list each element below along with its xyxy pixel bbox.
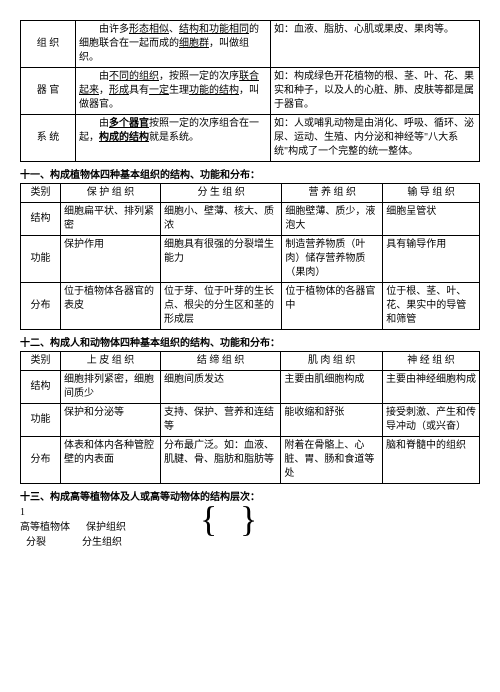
plant-tissue-table: 类别保 护 组 织分 生 组 织营 养 组 织输 导 组 织 结构细胞扁平状、排… bbox=[20, 183, 480, 330]
definitions-table: 组 织由许多形态相似、结构和功能相同的细胞联合在一起而成的细胞群，叫做组织。如：… bbox=[20, 20, 480, 162]
brace-icon: } bbox=[240, 501, 257, 537]
hierarchy-diagram: 1 高等植物体 保护组织 分裂 分生组织 { } bbox=[20, 507, 480, 548]
table-cell: 主要由肌细胞构成 bbox=[281, 371, 383, 404]
column-header: 神 经 组 织 bbox=[382, 352, 479, 371]
term-definition: 由多个器官按照一定的次序组合在一起，构成的结构就是系统。 bbox=[76, 115, 271, 162]
table-cell: 细胞排列紧密，细胞间质少 bbox=[61, 371, 161, 404]
table-cell: 细胞小、壁薄、核大、质浓 bbox=[161, 203, 282, 236]
table-cell: 位于植物体的各器官中 bbox=[282, 283, 383, 330]
table-cell: 具有输导作用 bbox=[383, 236, 480, 283]
hier-level2b: 分生组织 bbox=[82, 533, 132, 548]
term-example: 如：血液、脂肪、心肌或果皮、果肉等。 bbox=[271, 21, 480, 68]
term-example: 如：人或哺乳动物是由消化、呼吸、循环、泌尿、运动、生殖、内分泌和神经等"八大系统… bbox=[271, 115, 480, 162]
term-label: 系 统 bbox=[21, 115, 76, 162]
heading-12: 十二、构成人和动物体四种基本组织的结构、功能和分布： bbox=[20, 334, 480, 349]
table-cell: 接受刺激、产生和传导冲动（或兴奋） bbox=[382, 404, 479, 437]
table-cell: 支持、保护、营养和连结等 bbox=[161, 404, 281, 437]
table-cell: 主要由神经细胞构成 bbox=[382, 371, 479, 404]
heading-11: 十一、构成植物体四种基本组织的结构、功能和分布： bbox=[20, 166, 480, 181]
hier-level3a: 分裂 bbox=[26, 533, 76, 548]
table-cell: 位于根、茎、叶、花、果实中的导管和筛管 bbox=[383, 283, 480, 330]
brace-icon: { bbox=[200, 501, 217, 537]
table-cell: 能收缩和舒张 bbox=[281, 404, 383, 437]
table-cell: 保护和分泌等 bbox=[61, 404, 161, 437]
hier-num: 1 bbox=[20, 507, 25, 518]
table-cell: 细胞间质发达 bbox=[161, 371, 281, 404]
term-definition: 由不同的组织，按照一定的次序联合起来，形成具有一定生理功能的结构，叫做器官。 bbox=[76, 68, 271, 115]
hier-level2a: 保护组织 bbox=[86, 518, 136, 533]
table-cell: 制造营养物质（叶肉）储存营养物质（果肉） bbox=[282, 236, 383, 283]
row-header: 分布 bbox=[21, 283, 61, 330]
table-cell: 体表和体内各种管腔壁的内表面 bbox=[61, 437, 161, 484]
table-cell: 细胞壁薄、质少，液泡大 bbox=[282, 203, 383, 236]
table-cell: 细胞具有很强的分裂增生能力 bbox=[161, 236, 282, 283]
column-header: 肌 肉 组 织 bbox=[281, 352, 383, 371]
table-cell: 位于芽、位于叶芽的生长点、根尖的分生区和茎的形成层 bbox=[161, 283, 282, 330]
table-cell: 分布最广泛。如：血液、肌腱、骨、脂肪和脂肪等 bbox=[161, 437, 281, 484]
term-example: 如：构成绿色开花植物的根、茎、叶、花、果实和种子，以及人的心脏、肺、皮肤等都是属… bbox=[271, 68, 480, 115]
row-header: 结构 bbox=[21, 203, 61, 236]
column-header: 上 皮 组 织 bbox=[61, 352, 161, 371]
term-definition: 由许多形态相似、结构和功能相同的细胞联合在一起而成的细胞群，叫做组织。 bbox=[76, 21, 271, 68]
row-header: 结构 bbox=[21, 371, 61, 404]
table-cell: 细胞呈管状 bbox=[383, 203, 480, 236]
row-header: 分布 bbox=[21, 437, 61, 484]
column-header: 保 护 组 织 bbox=[61, 184, 161, 203]
column-header: 类别 bbox=[21, 184, 61, 203]
column-header: 分 生 组 织 bbox=[161, 184, 282, 203]
row-header: 功能 bbox=[21, 236, 61, 283]
column-header: 类别 bbox=[21, 352, 61, 371]
row-header: 功能 bbox=[21, 404, 61, 437]
term-label: 器 官 bbox=[21, 68, 76, 115]
column-header: 输 导 组 织 bbox=[383, 184, 480, 203]
table-cell: 细胞扁平状、排列紧密 bbox=[61, 203, 161, 236]
table-cell: 附着在骨骼上、心脏、胃、肠和食道等处 bbox=[281, 437, 383, 484]
animal-tissue-table: 类别上 皮 组 织结 缔 组 织肌 肉 组 织神 经 组 织 结构细胞排列紧密，… bbox=[20, 351, 480, 484]
hier-level1: 高等植物体 bbox=[20, 518, 80, 533]
column-header: 结 缔 组 织 bbox=[161, 352, 281, 371]
term-label: 组 织 bbox=[21, 21, 76, 68]
table-cell: 位于植物体各器官的表皮 bbox=[61, 283, 161, 330]
table-cell: 脑和脊髓中的组织 bbox=[382, 437, 479, 484]
column-header: 营 养 组 织 bbox=[282, 184, 383, 203]
table-cell: 保护作用 bbox=[61, 236, 161, 283]
